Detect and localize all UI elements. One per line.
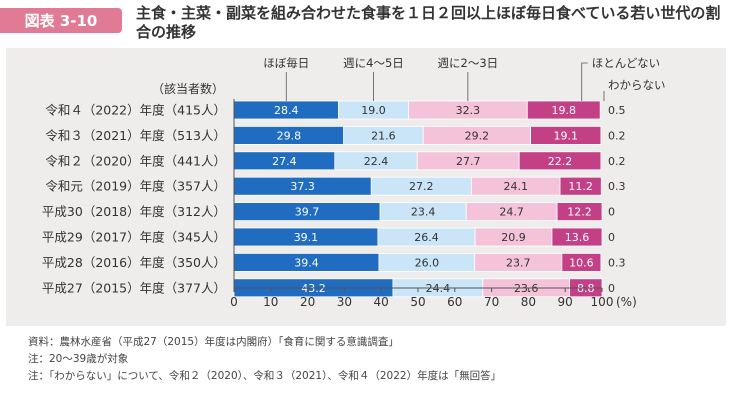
data-label: 0 — [608, 206, 615, 219]
category-label: 平成27（2015）年度（377人） — [42, 280, 226, 295]
category-label: 令和４（2022）年度（415人） — [45, 103, 226, 118]
data-label: 19.1 — [554, 129, 579, 142]
note-unknown: 注：「わからない」について、令和２（2020）、令和３（2021）、令和４（20… — [28, 370, 502, 382]
x-unit-label: (%) — [616, 295, 637, 309]
data-label: 20.9 — [501, 231, 526, 244]
category-label: 令和元（2019）年度（357人） — [45, 179, 226, 194]
data-label: 39.4 — [294, 256, 319, 269]
data-label: 37.3 — [290, 180, 315, 193]
chart-panel: （該当者数） 令和４（2022）年度（415人） 28.4 19.0 32.3 19.8 0… — [6, 48, 726, 326]
bar-segment — [518, 151, 602, 171]
data-label: 21.6 — [371, 129, 396, 142]
data-label: 0.5 — [608, 104, 626, 117]
data-label: 0.3 — [608, 256, 626, 269]
x-tick-label: 20 — [300, 295, 315, 309]
data-label: 0.2 — [608, 129, 626, 142]
data-label: 39.7 — [295, 206, 320, 219]
legend-label: ほぼ毎日 — [263, 56, 309, 70]
data-label: 0.3 — [608, 180, 626, 193]
data-label: 0.2 — [608, 155, 626, 168]
legend-leader — [581, 62, 588, 101]
x-tick-label: 30 — [337, 295, 352, 309]
note-source: 資料：農林水産省（平成27（2015）年度は内閣府）「食育に関する意識調査」 — [28, 336, 399, 348]
bar-segment — [556, 202, 603, 222]
data-label: 19.0 — [361, 104, 386, 117]
data-label: 24.7 — [499, 206, 524, 219]
data-label: 27.7 — [456, 155, 481, 168]
data-label: 23.7 — [506, 256, 531, 269]
x-tick-label: 70 — [484, 295, 499, 309]
data-label: 22.4 — [364, 155, 389, 168]
x-tick-label: 10 — [263, 295, 278, 309]
bar-segment — [526, 100, 601, 120]
x-tick-label: 60 — [447, 295, 462, 309]
bar-segment — [551, 227, 603, 247]
x-tick-label: 100 — [591, 295, 614, 309]
category-label: 令和２（2020）年度（441人） — [45, 153, 226, 168]
x-tick-label: 0 — [230, 295, 238, 309]
data-label: 23.4 — [411, 206, 436, 219]
bar-segment — [561, 252, 602, 272]
bar-segment — [530, 126, 602, 145]
x-tick-label: 50 — [410, 295, 425, 309]
legend-label: ほとんどない — [592, 56, 660, 70]
x-tick-label: 90 — [558, 295, 573, 309]
x-tick-label: 80 — [521, 295, 536, 309]
data-label: 27.2 — [409, 180, 434, 193]
category-label: 平成29（2017）年度（345人） — [42, 230, 226, 245]
chart-title: 主食・主菜・副菜を組み合わせた食事を１日２回以上ほぼ毎日食べている若い世代の割合… — [136, 4, 721, 41]
x-tick-label: 40 — [374, 295, 389, 309]
legend-label: わからない — [608, 78, 666, 92]
data-label: 11.2 — [568, 180, 593, 193]
bar-segment — [559, 176, 602, 196]
data-label: 12.2 — [567, 206, 592, 219]
legend-label: 週に2～3日 — [438, 56, 499, 70]
data-label: 0 — [608, 231, 615, 244]
data-label: 24.1 — [503, 180, 528, 193]
data-label: 13.6 — [565, 231, 590, 244]
data-label: 26.0 — [415, 256, 440, 269]
notes: 資料：農林水産省（平成27（2015）年度は内閣府）「食育に関する意識調査」 注… — [28, 334, 718, 385]
data-label: 10.6 — [569, 256, 594, 269]
data-label: 22.2 — [548, 155, 573, 168]
legend-label: 週に4～5日 — [343, 56, 404, 70]
note-target: 注：20～39歳が対象 — [28, 353, 129, 365]
data-label: 39.1 — [294, 231, 319, 244]
figure-label: 図表 3-10 — [0, 8, 122, 33]
data-label: 29.8 — [277, 129, 302, 142]
category-label: 平成30（2018）年度（312人） — [42, 204, 226, 219]
data-label: 0 — [608, 282, 615, 295]
data-label: 28.4 — [274, 104, 299, 117]
data-label: 29.2 — [465, 129, 490, 142]
data-label: 26.4 — [414, 231, 439, 244]
category-label: 令和３（2021）年度（513人） — [45, 128, 226, 143]
category-label: 平成28（2016）年度（350人） — [42, 255, 226, 270]
respondents-header: （該当者数） — [152, 81, 224, 96]
data-label: 27.4 — [272, 155, 297, 168]
stacked-bar-chart: （該当者数） 令和４（2022）年度（415人） 28.4 19.0 32.3 19.8 0… — [42, 56, 666, 309]
data-label: 32.3 — [456, 104, 481, 117]
data-label: 19.8 — [551, 104, 576, 117]
